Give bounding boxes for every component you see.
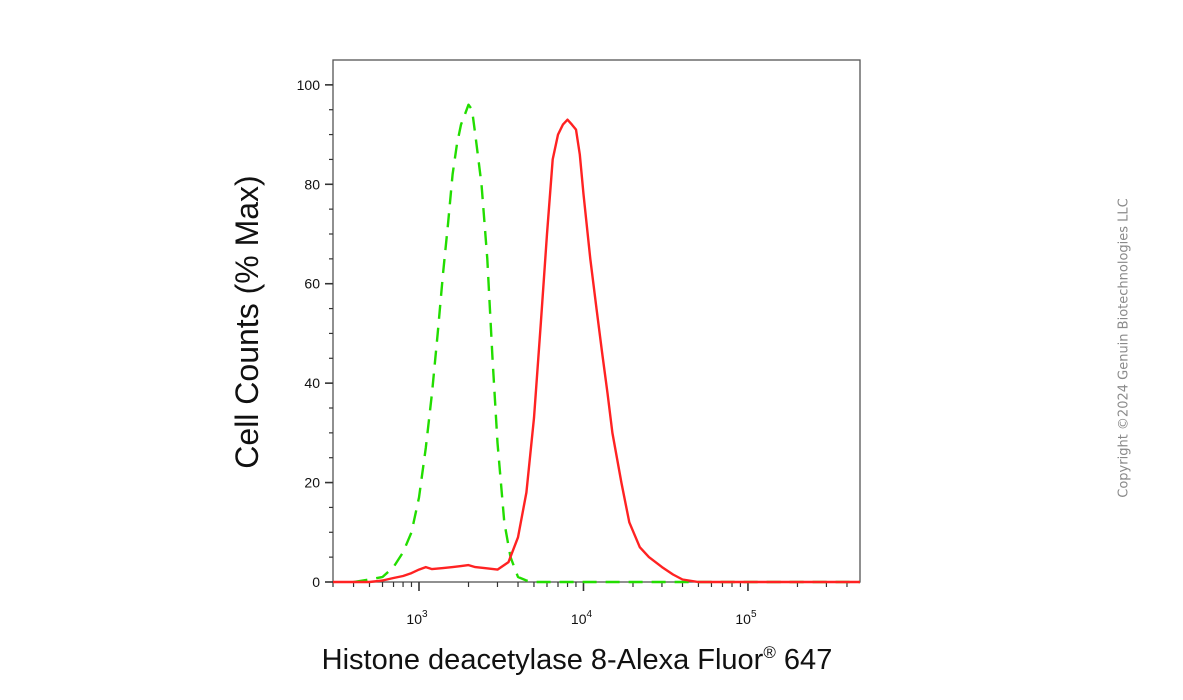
x-tick-label: 103	[406, 609, 428, 627]
y-tick-label: 20	[304, 475, 320, 491]
y-axis-ticks: 0 20 40 60 80 100	[297, 77, 333, 590]
copyright-watermark: Copyright ©2024 Genuin Biotechnologies L…	[1116, 198, 1132, 498]
y-axis-title: Cell Counts (% Max)	[229, 175, 265, 468]
y-tick-label: 0	[312, 574, 320, 590]
y-tick-label: 60	[304, 276, 320, 292]
x-axis-ticks: 103 104 105	[332, 582, 848, 627]
y-tick-label: 100	[297, 77, 321, 93]
y-tick-label: 80	[304, 176, 320, 192]
x-tick-label: 104	[571, 609, 593, 627]
series-layer	[333, 103, 860, 584]
x-axis-title: Histone deacetylase 8-Alexa Fluor® 647	[322, 643, 833, 676]
x-tick-label: 105	[735, 609, 757, 627]
y-tick-label: 40	[304, 375, 320, 391]
solid-histogram-line	[333, 118, 860, 584]
dashed-histogram-line	[353, 103, 860, 584]
plot-frame	[332, 59, 861, 583]
